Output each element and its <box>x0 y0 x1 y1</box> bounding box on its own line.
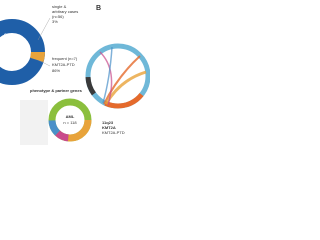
label: frequent (n=7) <box>52 56 78 61</box>
donut-segment <box>48 98 92 142</box>
label: KMT2A <box>102 125 116 130</box>
label: 11q23 <box>102 120 114 125</box>
donut-small <box>48 98 92 142</box>
chord <box>103 55 141 105</box>
connector <box>37 59 51 67</box>
label: KMT2A-PTD <box>102 130 125 135</box>
panel-label: B <box>96 5 101 12</box>
label: 19p13.3 <box>110 34 125 39</box>
figure: single & arbitrary cases (n=56) 3% CBFA2… <box>0 4 150 145</box>
ring-segment <box>85 43 150 109</box>
circos <box>85 43 150 109</box>
label: arbitrary cases <box>52 9 78 14</box>
label: 3% <box>52 19 58 24</box>
chord <box>104 70 147 105</box>
label: phenotype & partner genes <box>30 88 83 93</box>
label: MLLT1 <box>110 39 123 44</box>
label: AML <box>66 114 75 119</box>
label: n = 118 <box>63 120 77 125</box>
connector <box>37 17 51 41</box>
panel <box>20 100 48 145</box>
donut-segment <box>0 19 45 85</box>
chord <box>102 46 113 104</box>
label: single & <box>52 4 67 9</box>
label: CBFA2- <box>4 32 19 37</box>
label: KMT2A-PTD <box>52 62 75 67</box>
label: (n=56) <box>52 14 64 19</box>
donut-large <box>0 19 45 85</box>
label: 86% <box>52 68 60 73</box>
chord <box>99 51 113 106</box>
